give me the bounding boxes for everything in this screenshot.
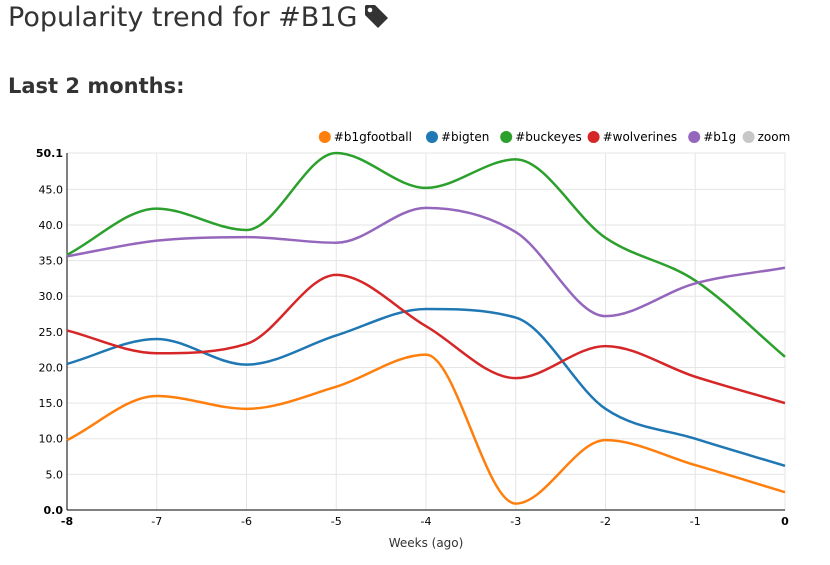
chart-grid (66, 152, 786, 511)
chart-series (66, 151, 786, 505)
legend-label: #b1gfootball (334, 130, 412, 144)
x-tick-label: -1 (690, 515, 701, 528)
y-tick-label: 15.0 (39, 397, 64, 410)
legend-swatch (688, 131, 701, 143)
y-tick-label: 5.0 (46, 468, 64, 481)
legend-label: #b1g (703, 130, 736, 144)
legend-label: zoom (758, 130, 791, 144)
x-tick-label: -4 (421, 515, 432, 528)
x-tick-label: 0 (781, 515, 789, 528)
page-title-text: Popularity trend for #B1G (8, 2, 358, 33)
legend-label: #buckeyes (515, 130, 582, 144)
x-tick-label: -6 (241, 515, 252, 528)
y-tick-label: 0.0 (44, 504, 64, 517)
y-tick-label: 50.1 (36, 147, 63, 160)
legend-item-buckeyes[interactable]: #buckeyes (500, 130, 582, 144)
legend-item-zoom[interactable]: zoom (742, 130, 791, 144)
chart-period-heading: Last 2 months: (8, 74, 185, 98)
legend-swatch (500, 131, 513, 143)
y-tick-label: 10.0 (39, 433, 64, 446)
y-tick-label: 25.0 (39, 326, 64, 339)
tag-icon (363, 3, 389, 36)
series-line-wolverines[interactable] (66, 273, 786, 405)
y-tick-label: 30.0 (39, 290, 64, 303)
legend-label: #bigten (441, 130, 489, 144)
x-axis-label: Weeks (ago) (389, 536, 464, 550)
x-tick-label: -8 (61, 515, 73, 528)
series-line-b1g[interactable] (66, 206, 786, 318)
legend-item-b1g[interactable]: #b1g (688, 130, 736, 144)
legend-swatch (318, 131, 331, 143)
chart-axes: 0.0 5.0 10.0 15.0 20.0 25.0 30.0 35.0 40.0 45.0 50… (36, 147, 789, 528)
legend-item-b1gfootball[interactable]: #b1gfootball (318, 130, 412, 144)
x-tick-label: -2 (600, 515, 611, 528)
legend-swatch (426, 131, 438, 143)
y-tick-label: 35.0 (39, 255, 64, 268)
trend-chart: 0.0 5.0 10.0 15.0 20.0 25.0 30.0 35.0 40.0 45.0 50… (36, 130, 791, 550)
legend-swatch (742, 131, 755, 143)
series-line-buckeyes[interactable] (66, 151, 786, 358)
chart-legend: #b1gfootball #bigten #buckeyes #wolverines #… (318, 130, 791, 144)
legend-label: #wolverines (603, 130, 678, 144)
y-tick-label: 20.0 (39, 361, 64, 374)
legend-item-bigten[interactable]: #bigten (426, 130, 489, 144)
y-tick-label: 40.0 (39, 219, 64, 232)
x-tick-label: -5 (331, 515, 342, 528)
x-tick-label: -7 (151, 515, 162, 528)
y-tick-label: 45.0 (39, 183, 64, 196)
series-line-bigten[interactable] (66, 307, 786, 468)
legend-swatch (587, 131, 600, 143)
series-line-b1gfootball[interactable] (66, 353, 786, 505)
page-title: Popularity trend for #B1G (8, 2, 389, 36)
x-tick-label: -3 (510, 515, 521, 528)
legend-item-wolverines[interactable]: #wolverines (587, 130, 678, 144)
